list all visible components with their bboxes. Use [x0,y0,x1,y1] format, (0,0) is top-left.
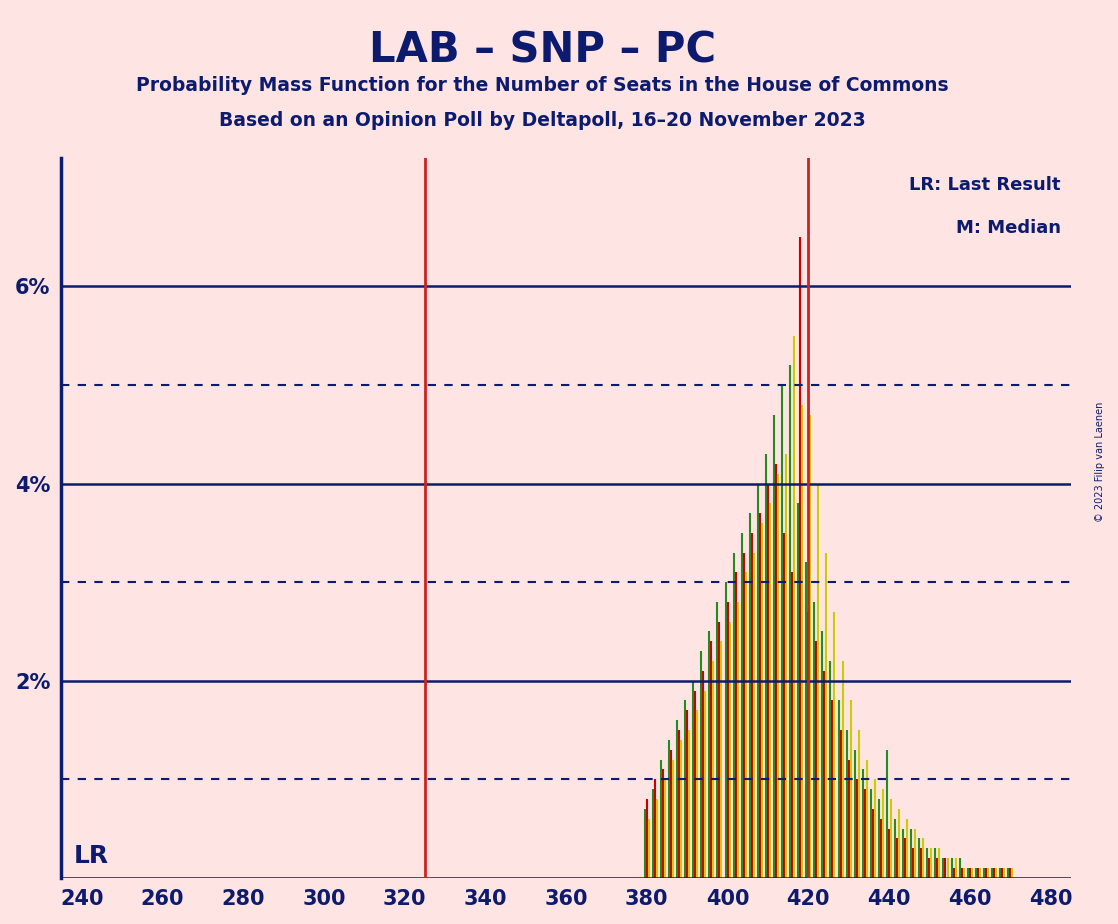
Text: LR: Last Result: LR: Last Result [909,176,1061,194]
Text: LR: LR [74,844,108,868]
Text: Based on an Opinion Poll by Deltapoll, 16–20 November 2023: Based on an Opinion Poll by Deltapoll, 1… [219,111,865,130]
Text: © 2023 Filip van Laenen: © 2023 Filip van Laenen [1096,402,1105,522]
Text: LAB – SNP – PC: LAB – SNP – PC [369,30,716,71]
Text: Probability Mass Function for the Number of Seats in the House of Commons: Probability Mass Function for the Number… [136,76,948,95]
Text: M: Median: M: Median [956,219,1061,237]
